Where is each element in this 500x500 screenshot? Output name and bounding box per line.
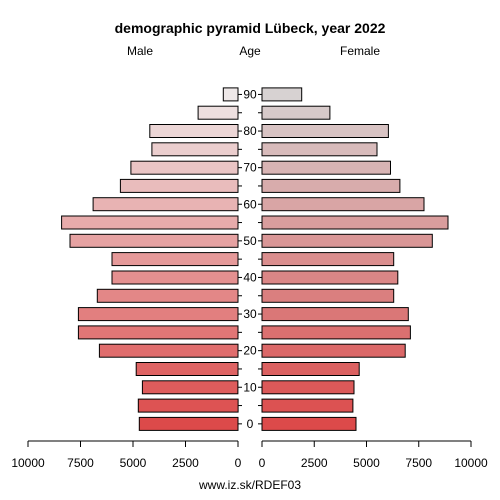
age-label: Age <box>239 44 261 58</box>
x-tick-label-female: 0 <box>259 456 266 470</box>
source-label: www.iz.sk/RDEF03 <box>198 478 301 492</box>
female-bar-25-29 <box>261 325 411 340</box>
male-bar-35-39 <box>96 288 239 303</box>
male-bar-40-44 <box>111 270 239 285</box>
female-bar-45-49 <box>261 252 395 267</box>
male-bar-70-74 <box>130 160 239 175</box>
female-bar-10-14 <box>261 380 355 395</box>
x-tick-label-female: 2500 <box>301 456 328 470</box>
x-axis-female: 0 2500 5000 7500 10000 <box>259 440 488 470</box>
x-axis-male: 10000 7500 5000 2500 0 <box>11 440 242 470</box>
male-bar-60-64 <box>92 197 239 212</box>
age-tick-label: 40 <box>243 270 257 284</box>
age-tick-label: 0 <box>247 417 254 431</box>
male-bar-15-19 <box>135 362 239 376</box>
male-bar-50-54 <box>69 233 239 248</box>
female-bars <box>261 87 449 431</box>
age-tick-label: 80 <box>243 124 257 138</box>
male-bar-10-14 <box>141 380 239 395</box>
female-bar-0-4 <box>261 416 357 431</box>
age-tick-label: 50 <box>243 234 257 248</box>
male-bar-30-34 <box>77 307 239 322</box>
female-bar-30-34 <box>261 307 409 322</box>
male-bar-80-84 <box>149 124 239 138</box>
chart-title: demographic pyramid Lübeck, year 2022 <box>115 20 386 36</box>
x-tick-label-female: 10000 <box>454 456 488 470</box>
female-bar-35-39 <box>261 288 395 303</box>
male-bar-85-89 <box>197 105 239 120</box>
female-bar-75-79 <box>261 142 378 157</box>
female-bar-80-84 <box>261 124 389 138</box>
female-bar-40-44 <box>261 270 399 285</box>
male-bar-90+ <box>222 87 239 102</box>
female-label: Female <box>340 44 380 58</box>
x-tick-label-male: 10000 <box>11 456 45 470</box>
female-bar-50-54 <box>261 233 433 248</box>
female-bar-70-74 <box>261 160 391 175</box>
male-bar-45-49 <box>111 252 239 267</box>
female-bar-60-64 <box>261 197 425 212</box>
male-bar-5-9 <box>137 398 239 413</box>
age-tick-label: 20 <box>243 344 257 358</box>
x-tick-label-female: 5000 <box>353 456 380 470</box>
female-bar-65-69 <box>261 178 401 193</box>
female-bar-55-59 <box>261 215 449 230</box>
male-bar-55-59 <box>61 215 239 230</box>
male-bar-65-69 <box>119 178 239 193</box>
male-bar-20-24 <box>98 343 239 358</box>
x-tick-label-male: 7500 <box>67 456 94 470</box>
x-tick-label-male: 5000 <box>120 456 147 470</box>
female-bar-90+ <box>261 87 303 102</box>
male-bar-75-79 <box>151 142 239 157</box>
male-label: Male <box>127 44 153 58</box>
age-tick-label: 90 <box>243 87 257 101</box>
age-tick-label: 60 <box>243 197 257 211</box>
female-bar-85-89 <box>261 105 331 120</box>
x-tick-label-male: 0 <box>235 456 242 470</box>
age-tick-label: 10 <box>243 380 257 394</box>
female-bar-5-9 <box>261 398 354 413</box>
x-tick-label-male: 2500 <box>172 456 199 470</box>
female-bar-20-24 <box>261 343 406 358</box>
age-tick-label: 30 <box>243 307 257 321</box>
male-bars <box>61 87 239 431</box>
x-tick-label-female: 7500 <box>405 456 432 470</box>
male-bar-25-29 <box>77 325 239 340</box>
male-bar-0-4 <box>138 416 239 431</box>
age-tick-label: 70 <box>243 161 257 175</box>
age-axis: 0 10 20 30 40 50 60 70 80 90 <box>238 87 262 431</box>
female-bar-15-19 <box>261 362 360 376</box>
